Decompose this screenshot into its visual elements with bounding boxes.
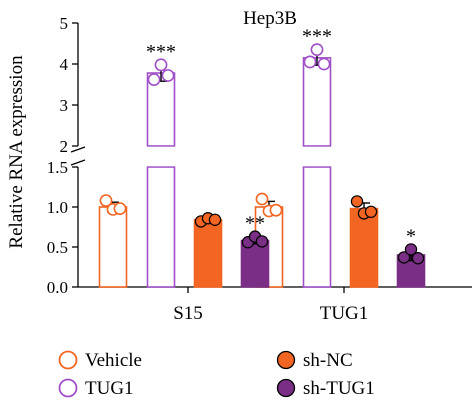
y-tick-label: 1.5 xyxy=(47,158,68,177)
y-tick-label: 4 xyxy=(60,55,69,74)
y-tick-label: 2 xyxy=(60,137,69,156)
data-point xyxy=(154,58,168,72)
bar-tug1-lower xyxy=(146,166,176,288)
bar-vehicle xyxy=(98,206,128,288)
axis-break-mark xyxy=(70,159,86,166)
data-point xyxy=(310,43,324,57)
data-point xyxy=(404,243,418,256)
y-axis-label: Relative RNA expression xyxy=(6,55,27,249)
y-tick-label: 0.0 xyxy=(47,278,68,297)
data-point xyxy=(255,192,269,206)
legend: Vehicle TUG1 sh-NC sh-TUG1 xyxy=(58,350,375,399)
legend-marker-sh-nc xyxy=(276,350,296,370)
data-point xyxy=(99,194,113,207)
legend-label: TUG1 xyxy=(85,378,134,399)
data-point xyxy=(269,203,283,217)
data-point xyxy=(303,55,317,69)
legend-marker-sh-tug1 xyxy=(276,378,296,398)
y-tick-label: 0.5 xyxy=(47,238,68,257)
axis-break-gap xyxy=(146,146,176,167)
bars-layer: ********* xyxy=(98,26,426,288)
y-tick-label: 3 xyxy=(60,96,69,115)
significance-label: * xyxy=(406,225,416,247)
data-point xyxy=(147,73,161,86)
legend-label: sh-NC xyxy=(303,350,353,371)
axes: 2 3 4 5 0.0 0.5 1.0 1.5 S15 TUG1 xyxy=(47,14,472,324)
x-tick-label: S15 xyxy=(173,303,203,324)
data-point xyxy=(161,69,175,82)
bar-sh-nc xyxy=(193,219,223,288)
y-tick-label: 1.0 xyxy=(47,198,68,217)
legend-label: Vehicle xyxy=(85,350,142,371)
data-point xyxy=(397,251,411,264)
significance-label: *** xyxy=(146,41,176,63)
bar-tug1-lower xyxy=(302,166,332,288)
y-tick-label: 5 xyxy=(60,14,69,33)
bar-sh-nc xyxy=(349,207,379,288)
data-point xyxy=(411,252,425,265)
bar-tug1-upper xyxy=(302,57,332,147)
legend-marker-tug1 xyxy=(58,378,78,398)
axis-break-gap xyxy=(302,146,332,167)
legend-label: sh-TUG1 xyxy=(303,378,375,399)
chart-title: Hep3B xyxy=(243,8,297,29)
data-point xyxy=(350,195,364,208)
data-point xyxy=(317,57,331,71)
data-point xyxy=(255,235,269,248)
data-point xyxy=(364,205,378,218)
bar-sh-tug1 xyxy=(240,239,270,288)
x-tick-label: TUG1 xyxy=(320,303,369,324)
axis-break-mark xyxy=(70,146,86,153)
significance-label: ** xyxy=(245,213,265,235)
data-point xyxy=(208,213,222,226)
axis-break-mask xyxy=(70,148,86,164)
data-point xyxy=(113,202,127,215)
legend-marker-vehicle xyxy=(58,350,78,370)
significance-label: *** xyxy=(302,26,332,48)
